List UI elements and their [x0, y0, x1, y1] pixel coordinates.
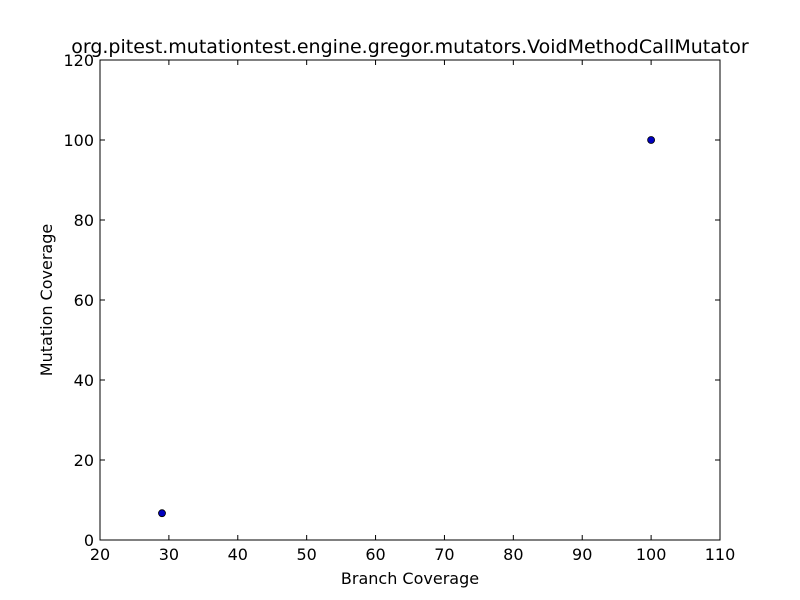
plot-frame: [99, 59, 721, 541]
x-tick-label: 20: [90, 545, 110, 564]
y-axis-label: Mutation Coverage: [37, 224, 56, 376]
x-tick-label: 30: [159, 545, 179, 564]
data-points: [158, 136, 656, 518]
x-tick-label: 70: [434, 545, 454, 564]
y-tick-label: 20: [74, 451, 94, 470]
y-tick-label: 60: [74, 291, 94, 310]
x-tick-label: 40: [228, 545, 248, 564]
chart-title: org.pitest.mutationtest.engine.gregor.mu…: [71, 36, 749, 58]
x-tick-label: 100: [636, 545, 667, 564]
x-tick-label: 60: [365, 545, 385, 564]
y-tick-label: 100: [63, 131, 94, 150]
x-tick-label: 80: [503, 545, 523, 564]
x-tick-label: 50: [296, 545, 316, 564]
y-tick-label: 120: [63, 51, 94, 70]
data-point: [647, 136, 656, 144]
x-axis-label: Branch Coverage: [341, 569, 479, 588]
x-tick-label: 90: [572, 545, 592, 564]
y-tick-label: 80: [74, 211, 94, 230]
y-tick-label: 40: [74, 371, 94, 390]
x-tick-label: 110: [705, 545, 736, 564]
y-tick-label: 0: [84, 531, 94, 550]
data-point: [158, 509, 166, 518]
